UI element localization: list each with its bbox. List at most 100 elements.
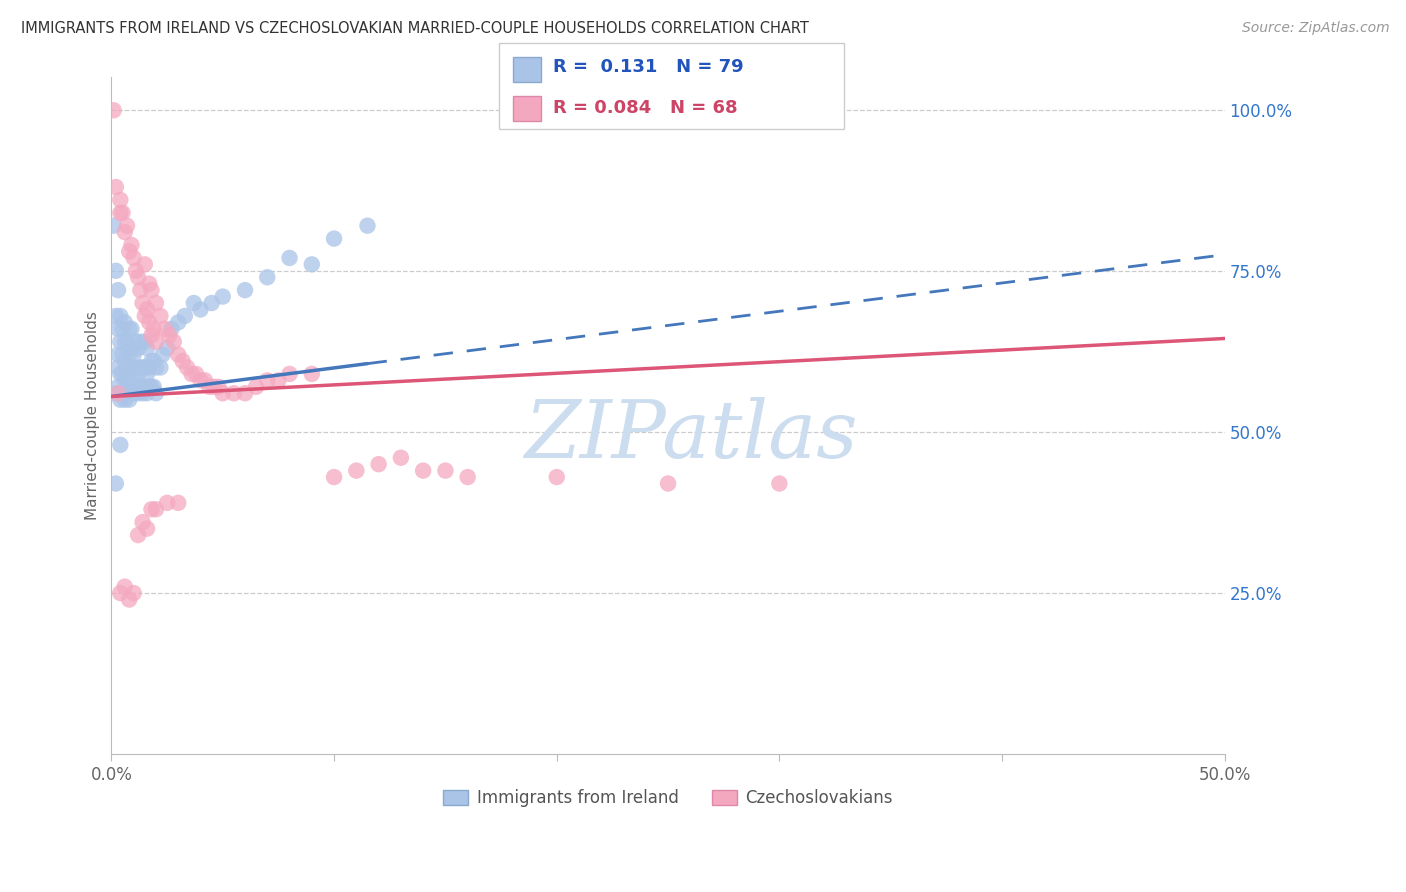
Point: [149, 309, 172, 323]
Point: [134, 309, 156, 323]
Point: [107, 283, 129, 297]
Point: [125, 264, 148, 278]
Point: [107, 348, 129, 362]
Point: [134, 257, 156, 271]
Point: [141, 502, 163, 516]
Point: [138, 277, 160, 291]
Point: [114, 225, 136, 239]
Point: [107, 380, 129, 394]
Point: [127, 386, 149, 401]
Point: [180, 367, 202, 381]
Point: [131, 360, 153, 375]
Point: [127, 270, 149, 285]
Point: [167, 315, 190, 329]
Point: [118, 592, 141, 607]
Point: [301, 257, 323, 271]
Point: [323, 231, 346, 245]
Point: [104, 264, 127, 278]
Point: [114, 334, 136, 349]
Point: [134, 360, 156, 375]
Point: [222, 386, 245, 401]
Point: [211, 386, 233, 401]
Y-axis label: Married-couple Households: Married-couple Households: [86, 311, 100, 520]
Text: Source: ZipAtlas.com: Source: ZipAtlas.com: [1241, 21, 1389, 36]
Point: [136, 341, 159, 355]
Point: [134, 380, 156, 394]
Point: [114, 354, 136, 368]
Point: [278, 367, 301, 381]
Point: [198, 380, 221, 394]
Point: [174, 309, 197, 323]
Text: IMMIGRANTS FROM IRELAND VS CZECHOSLOVAKIAN MARRIED-COUPLE HOUSEHOLDS CORRELATION: IMMIGRANTS FROM IRELAND VS CZECHOSLOVAKI…: [21, 21, 808, 37]
Point: [141, 380, 163, 394]
Point: [184, 367, 207, 381]
Point: [122, 251, 145, 265]
Point: [110, 367, 132, 381]
Point: [434, 464, 457, 478]
Point: [115, 219, 138, 233]
Point: [142, 380, 165, 394]
Point: [131, 296, 153, 310]
Point: [115, 334, 138, 349]
Text: ZIPatlas: ZIPatlas: [523, 397, 858, 475]
Point: [110, 206, 132, 220]
Point: [136, 522, 159, 536]
Point: [118, 348, 141, 362]
Point: [153, 322, 176, 336]
Point: [412, 464, 434, 478]
Point: [233, 283, 256, 297]
Point: [145, 386, 167, 401]
Point: [104, 476, 127, 491]
Point: [134, 334, 156, 349]
Point: [145, 360, 167, 375]
Point: [129, 283, 152, 297]
Point: [129, 380, 152, 394]
Point: [129, 360, 152, 375]
Point: [110, 392, 132, 407]
Point: [194, 373, 217, 387]
Point: [122, 386, 145, 401]
Point: [127, 341, 149, 355]
Point: [127, 528, 149, 542]
Point: [118, 392, 141, 407]
Point: [142, 322, 165, 336]
Point: [118, 322, 141, 336]
Point: [256, 270, 278, 285]
Point: [125, 380, 148, 394]
Point: [141, 328, 163, 343]
Point: [120, 360, 142, 375]
Point: [110, 309, 132, 323]
Point: [136, 386, 159, 401]
Point: [122, 367, 145, 381]
Point: [245, 380, 267, 394]
Point: [103, 103, 125, 118]
Point: [278, 251, 301, 265]
Point: [125, 334, 148, 349]
Text: R = 0.084   N = 68: R = 0.084 N = 68: [553, 99, 737, 117]
Point: [131, 515, 153, 529]
Point: [457, 470, 479, 484]
Point: [110, 586, 132, 600]
Point: [149, 360, 172, 375]
Point: [657, 476, 679, 491]
Point: [160, 322, 183, 336]
Point: [110, 438, 132, 452]
Point: [141, 354, 163, 368]
Point: [138, 315, 160, 329]
Point: [111, 206, 134, 220]
Point: [138, 380, 160, 394]
Point: [114, 580, 136, 594]
Point: [118, 373, 141, 387]
Point: [546, 470, 568, 484]
Point: [233, 386, 256, 401]
Point: [256, 373, 278, 387]
Point: [111, 348, 134, 362]
Point: [110, 193, 132, 207]
Point: [202, 380, 225, 394]
Point: [129, 334, 152, 349]
Point: [267, 373, 290, 387]
Point: [301, 367, 323, 381]
Point: [163, 334, 186, 349]
Point: [120, 322, 142, 336]
Point: [120, 341, 142, 355]
